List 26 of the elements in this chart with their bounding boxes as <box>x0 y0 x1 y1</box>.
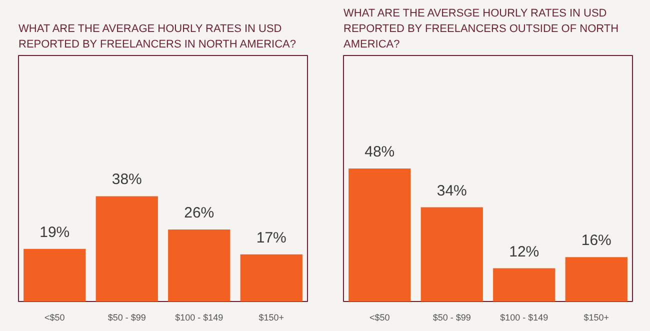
chart-title: WHAT ARE THE AVERSGE HOURLY RATES IN USD REPORTED BY FREELANCERS OUTSIDE OF NORTH AMERICA? <box>344 7 619 50</box>
data-label: 38% <box>112 171 142 188</box>
chart-title: WHAT ARE THE AVERAGE HOURLY RATES IN USD REPORTED BY FREELANCERS IN NORTH AMERICA? <box>18 22 296 50</box>
bar <box>348 168 411 302</box>
x-tick-label: <$50 <box>44 312 65 322</box>
bar <box>24 248 86 302</box>
x-tick-label: <$50 <box>369 312 390 322</box>
x-tick-label: $150+ <box>258 312 284 322</box>
data-label: 17% <box>256 229 286 246</box>
x-tick-label: $50 - $99 <box>108 312 146 322</box>
bar <box>565 257 628 302</box>
bar <box>240 254 302 302</box>
data-label: 16% <box>581 232 612 250</box>
x-tick-label: $100 - $149 <box>175 312 224 322</box>
data-label: 19% <box>40 224 70 241</box>
x-tick-label: $150+ <box>584 312 610 322</box>
data-label: 26% <box>184 204 214 222</box>
data-label: 34% <box>436 182 467 200</box>
data-label: 12% <box>509 243 540 260</box>
bar <box>420 207 483 302</box>
bar <box>168 229 230 302</box>
bar <box>96 196 158 302</box>
bar <box>493 268 556 302</box>
data-label: 48% <box>364 144 395 161</box>
x-tick-label: $100 - $149 <box>500 312 548 322</box>
x-tick-label: $50 - $99 <box>432 312 471 322</box>
